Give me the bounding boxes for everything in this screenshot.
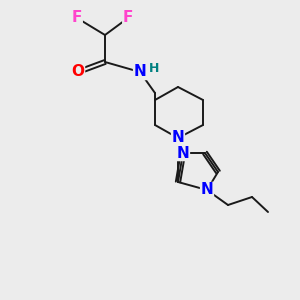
Text: F: F [123,11,133,26]
Text: O: O [71,64,85,80]
Text: H: H [149,61,159,74]
Text: N: N [172,130,184,146]
Text: N: N [177,146,189,160]
Text: N: N [134,64,146,80]
Text: N: N [201,182,213,197]
Text: F: F [72,11,82,26]
